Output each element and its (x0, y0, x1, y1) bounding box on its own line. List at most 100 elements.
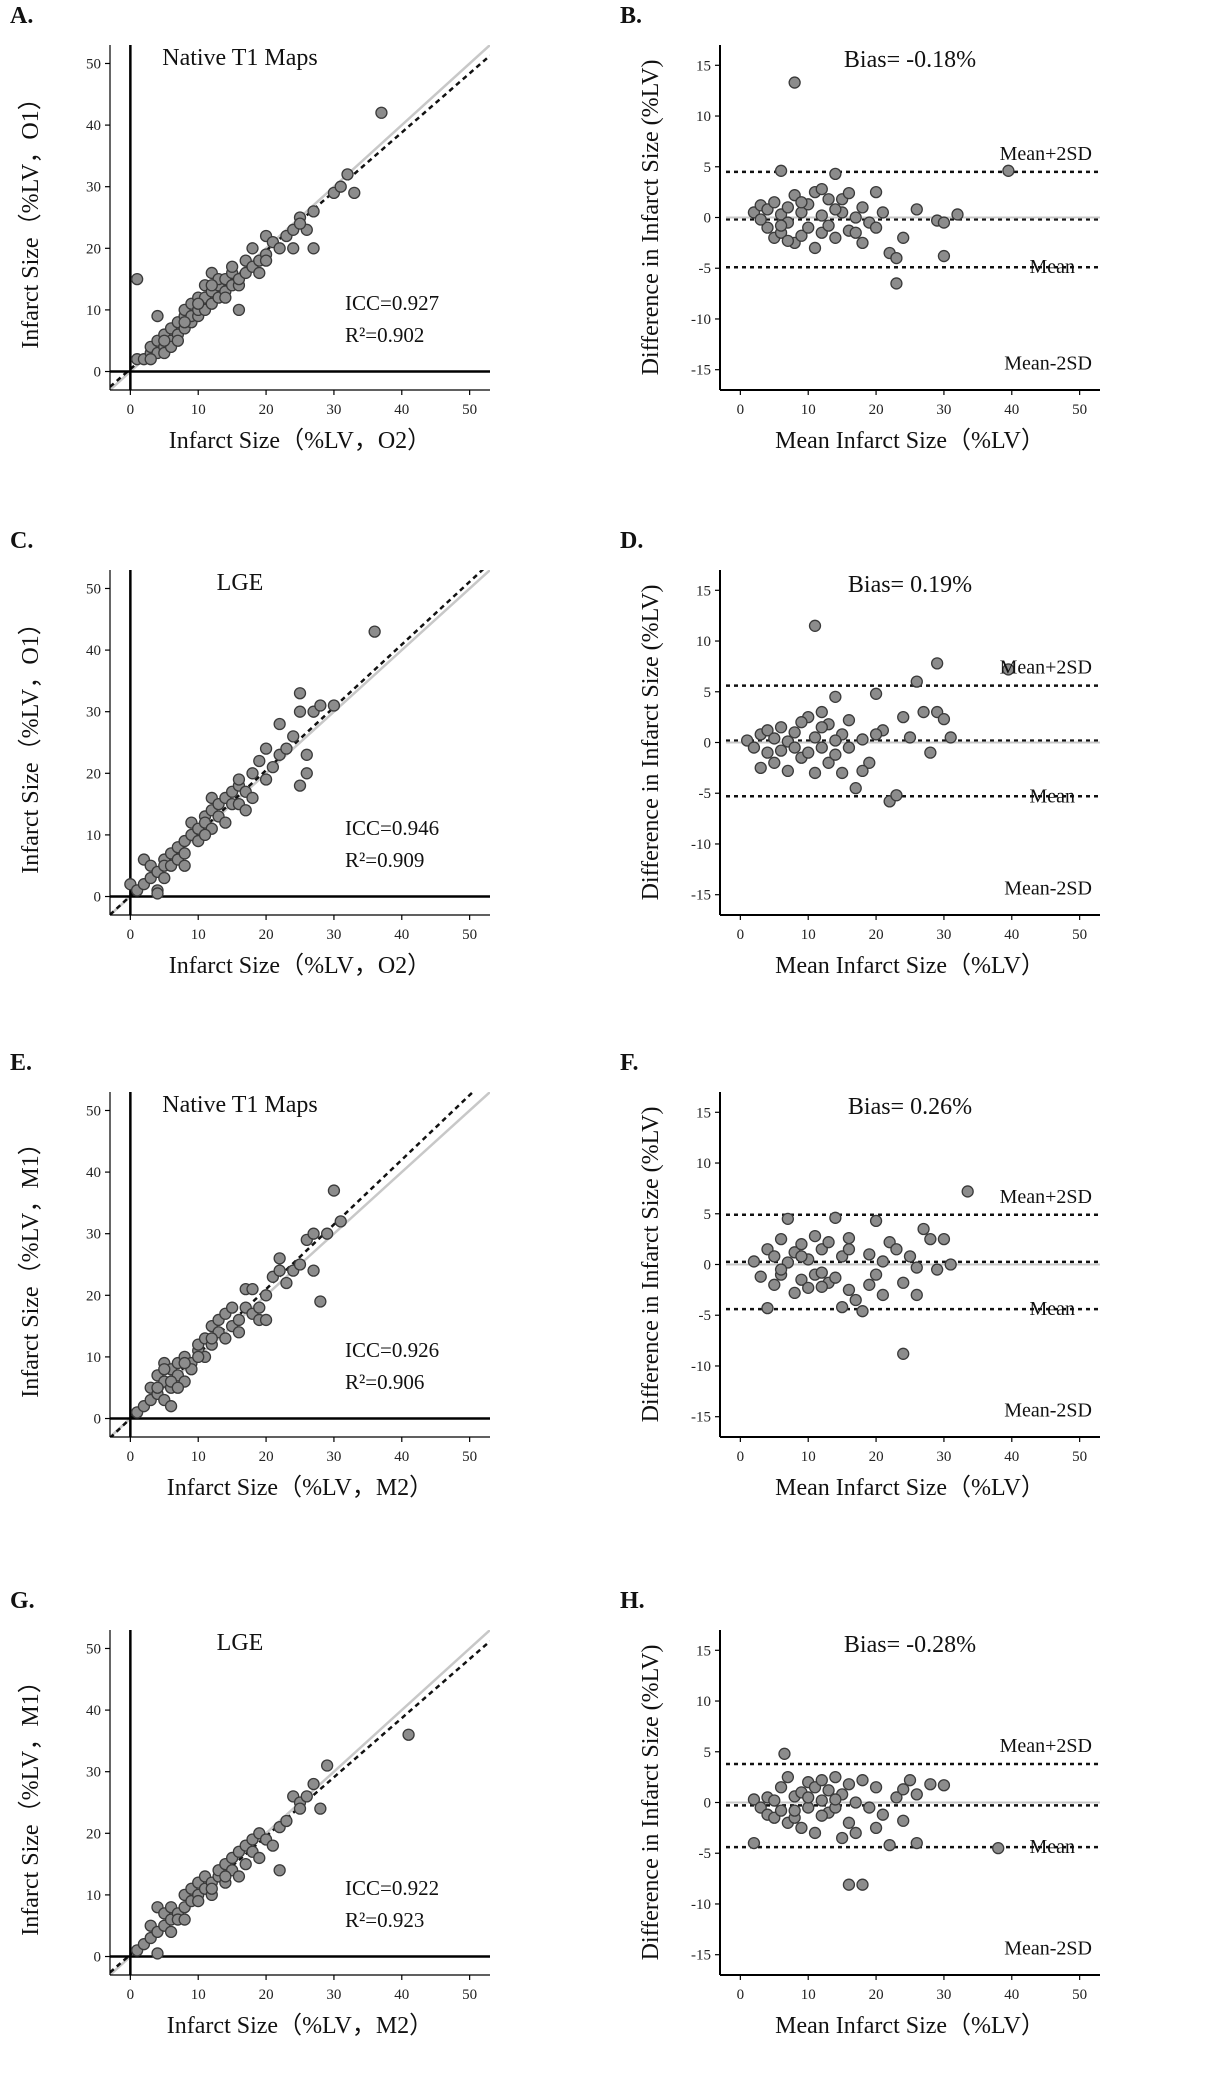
data-point (842, 1283, 856, 1297)
data-point (822, 1784, 835, 1797)
data-point (802, 1281, 815, 1294)
data-point (897, 1276, 910, 1289)
data-point (937, 713, 951, 726)
data-point (280, 742, 293, 755)
x-tick-label: 10 (191, 1987, 206, 2003)
upper-limit-label: Mean+2SD (1000, 1186, 1092, 1208)
y-tick-label: 20 (86, 1288, 101, 1304)
x-tick-label: 0 (127, 402, 135, 418)
data-point (869, 1214, 883, 1228)
data-point (815, 705, 828, 719)
data-point (849, 1826, 862, 1840)
panel-letter: B. (620, 3, 642, 29)
data-point (815, 1809, 828, 1822)
y-tick-label: -5 (699, 786, 712, 802)
data-point (320, 1227, 334, 1240)
data-point (842, 741, 856, 754)
y-tick-label: 40 (86, 118, 101, 134)
data-point (924, 746, 937, 759)
data-point (320, 1759, 334, 1772)
data-point (795, 1250, 808, 1263)
y-tick-label: 20 (86, 241, 101, 257)
data-point (259, 773, 273, 786)
y-tick-label: 0 (704, 1258, 712, 1274)
x-tick-label: 40 (394, 1449, 409, 1465)
data-point (842, 1778, 856, 1791)
data-point (829, 690, 842, 703)
y-axis-title: Difference in Infarct Size (%LV) (638, 1107, 664, 1423)
x-tick-label: 20 (259, 927, 274, 943)
y-tick-label: 10 (86, 1350, 101, 1366)
data-point (869, 185, 883, 199)
x-tick-label: 20 (259, 1987, 274, 2003)
x-tick-label: 20 (869, 1449, 884, 1465)
data-point (158, 1363, 171, 1376)
panel-F: F. 0 10 20 30 40 50 -15 -10 -5 0 5 10 15 Mean Infarct … (620, 1050, 1100, 1501)
data-point (761, 221, 774, 234)
data-point (774, 1781, 788, 1794)
y-tick-label: 15 (696, 1105, 711, 1121)
data-point (761, 1301, 774, 1315)
data-point (368, 625, 381, 638)
data-point (842, 186, 856, 200)
data-point (246, 1282, 259, 1296)
data-point (219, 816, 232, 829)
data-point (747, 741, 761, 754)
data-point (903, 1774, 917, 1787)
x-tick-label: 40 (394, 1987, 409, 2003)
upper-limit-label: Mean+2SD (1000, 657, 1092, 679)
y-tick-label: 0 (94, 365, 102, 381)
data-point (151, 1947, 164, 1960)
data-point (348, 186, 361, 200)
data-point (883, 1838, 896, 1852)
data-point (903, 731, 917, 744)
data-point (164, 1925, 178, 1939)
data-point (246, 242, 259, 255)
y-tick-label: 10 (86, 828, 101, 844)
data-point (897, 710, 910, 724)
data-point (1002, 164, 1015, 177)
data-point (774, 219, 788, 232)
data-point (774, 744, 788, 757)
x-tick-label: 10 (801, 1449, 816, 1465)
x-tick-label: 20 (869, 927, 884, 943)
chart-title: Native T1 Maps (162, 45, 318, 71)
mean-label: Mean (1029, 256, 1075, 278)
x-tick-label: 10 (191, 927, 206, 943)
y-tick-label: -15 (691, 1948, 711, 1964)
data-point (795, 229, 808, 242)
panel-letter: E. (10, 1050, 32, 1076)
y-tick-label: -15 (691, 888, 711, 904)
y-tick-label: 10 (696, 1694, 711, 1710)
data-point (232, 1870, 246, 1883)
data-point (815, 209, 828, 222)
data-point (164, 1400, 178, 1413)
data-point (300, 1790, 313, 1803)
x-tick-label: 40 (394, 402, 409, 418)
data-point (937, 249, 951, 263)
y-tick-label: 40 (86, 1165, 101, 1181)
data-point (897, 231, 910, 244)
x-axis-title: Infarct Size（%LV，M2） (167, 1475, 433, 1501)
data-point (327, 699, 341, 712)
data-point (863, 1248, 876, 1261)
data-point (287, 242, 300, 255)
y-tick-label: 50 (86, 56, 101, 72)
data-point (781, 201, 795, 214)
x-tick-label: 40 (1004, 1987, 1019, 2003)
data-point (795, 1273, 808, 1286)
data-point (910, 203, 923, 216)
data-point (869, 1268, 883, 1281)
data-point (897, 1347, 910, 1360)
data-point (768, 1278, 781, 1291)
x-tick-label: 30 (326, 1987, 341, 2003)
data-point (897, 1814, 910, 1827)
y-tick-label: 20 (86, 766, 101, 782)
bias-label: Bias= 0.26% (848, 1094, 972, 1120)
chart-title: LGE (217, 570, 264, 596)
data-point (917, 705, 930, 719)
data-point (754, 1270, 767, 1283)
x-tick-label: 20 (869, 402, 884, 418)
data-point (829, 1211, 842, 1224)
x-tick-label: 30 (326, 927, 341, 943)
